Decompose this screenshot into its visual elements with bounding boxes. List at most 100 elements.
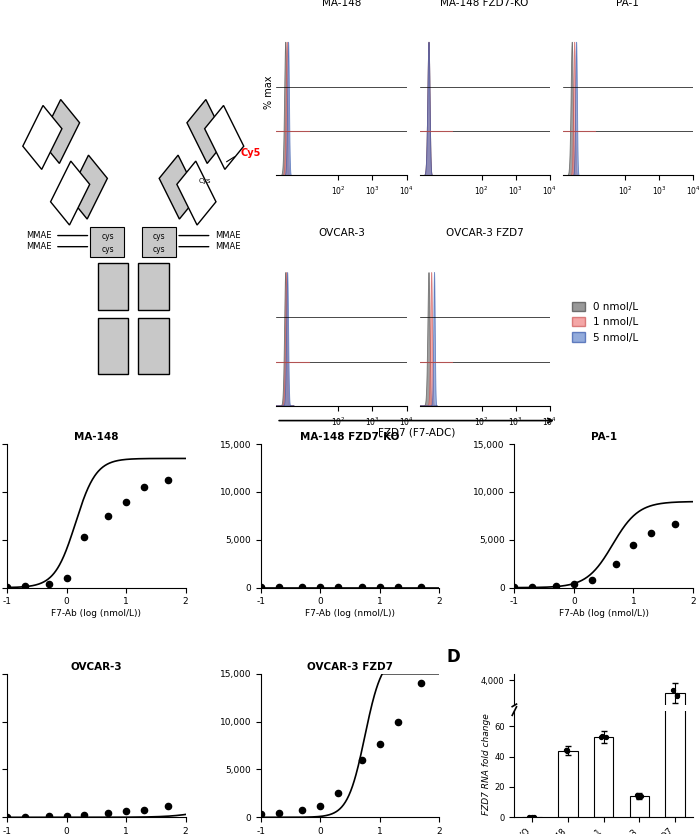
Bar [558, 751, 577, 817]
Point [628, 538, 639, 551]
Point [586, 573, 597, 586]
Point [332, 786, 344, 800]
Point [509, 580, 520, 594]
Point [139, 803, 150, 816]
Text: cys: cys [153, 245, 165, 254]
Text: Cys: Cys [199, 178, 211, 184]
Point [120, 805, 132, 818]
Point [120, 495, 132, 508]
Point [645, 526, 657, 540]
Point [416, 580, 427, 594]
Point [610, 557, 621, 570]
Point [528, 810, 539, 823]
Text: cys: cys [102, 232, 114, 241]
Title: OVCAR-3: OVCAR-3 [318, 228, 365, 238]
Point [667, 683, 678, 696]
Polygon shape [23, 105, 62, 169]
Polygon shape [177, 161, 216, 225]
Point [20, 579, 31, 592]
Point [550, 579, 561, 592]
Point [671, 690, 682, 703]
Title: PA-1: PA-1 [591, 432, 617, 442]
Point [562, 743, 573, 756]
Point [632, 790, 643, 803]
Point [297, 803, 308, 816]
Text: cys: cys [153, 232, 165, 241]
Bar [139, 319, 169, 374]
Polygon shape [159, 155, 198, 219]
Bar [594, 737, 613, 817]
Bar [90, 227, 125, 257]
Point [526, 580, 538, 593]
Point [374, 737, 386, 751]
Point [162, 799, 174, 812]
Point [526, 810, 538, 823]
Point [669, 517, 680, 530]
Point [1, 810, 13, 823]
Legend: 0 nmol/L, 1 nmol/L, 5 nmol/L: 0 nmol/L, 1 nmol/L, 5 nmol/L [568, 298, 643, 347]
Point [332, 580, 344, 594]
Point [297, 580, 308, 594]
Text: MMAE: MMAE [216, 242, 241, 251]
Bar [665, 0, 685, 817]
Point [103, 510, 114, 523]
Title: OVCAR-3 FZD7: OVCAR-3 FZD7 [446, 228, 524, 238]
Bar [142, 227, 176, 257]
Point [79, 530, 90, 544]
Point [600, 731, 611, 744]
Title: OVCAR-3 FZD7: OVCAR-3 FZD7 [307, 661, 393, 671]
Bar [139, 263, 169, 310]
Title: MA-148: MA-148 [322, 0, 361, 8]
Text: MMAE: MMAE [26, 231, 51, 240]
Point [139, 480, 150, 494]
Polygon shape [50, 161, 90, 225]
Point [43, 577, 55, 590]
Polygon shape [69, 155, 107, 219]
Title: MA-148 FZD7-KO: MA-148 FZD7-KO [300, 432, 400, 442]
X-axis label: F7-Ab (log (nmol/L)): F7-Ab (log (nmol/L)) [51, 609, 141, 618]
Point [20, 810, 31, 823]
Point [43, 810, 55, 823]
Point [162, 474, 174, 487]
Y-axis label: FZD7 RNA fold change: FZD7 RNA fold change [482, 713, 491, 815]
Point [568, 577, 580, 590]
Title: PA-1: PA-1 [617, 0, 639, 8]
Point [61, 571, 72, 585]
Point [631, 788, 643, 801]
Polygon shape [41, 99, 80, 163]
Point [1, 580, 13, 593]
Point [392, 715, 403, 728]
Title: OVCAR-3: OVCAR-3 [71, 661, 122, 671]
Point [356, 753, 368, 766]
Title: MA-148 FZD7-KO: MA-148 FZD7-KO [440, 0, 528, 8]
X-axis label: F7-Ab (log (nmol/L)): F7-Ab (log (nmol/L)) [305, 609, 395, 618]
Point [636, 789, 647, 802]
Text: D: D [447, 648, 460, 666]
Point [273, 580, 284, 594]
Bar [629, 796, 649, 817]
X-axis label: F7-Ab (log (nmol/L)): F7-Ab (log (nmol/L)) [559, 609, 649, 618]
Text: MMAE: MMAE [26, 242, 51, 251]
Point [314, 580, 326, 594]
Polygon shape [204, 105, 244, 169]
Polygon shape [187, 99, 226, 163]
Y-axis label: % max: % max [263, 75, 274, 108]
Text: MMAE: MMAE [216, 231, 241, 240]
Point [561, 744, 573, 757]
Point [596, 730, 607, 743]
Text: FZD7 (F7-ADC): FZD7 (F7-ADC) [378, 427, 455, 437]
Point [103, 806, 114, 820]
Point [672, 689, 683, 702]
Title: MA-148: MA-148 [74, 432, 118, 442]
Text: cys: cys [102, 245, 114, 254]
Bar [665, 693, 685, 834]
Point [561, 744, 572, 757]
Bar [98, 319, 128, 374]
Point [524, 810, 535, 823]
Text: Cy5: Cy5 [241, 148, 261, 158]
Point [255, 808, 266, 821]
Point [416, 676, 427, 690]
Point [314, 799, 326, 812]
Point [374, 580, 386, 594]
Point [392, 580, 403, 594]
